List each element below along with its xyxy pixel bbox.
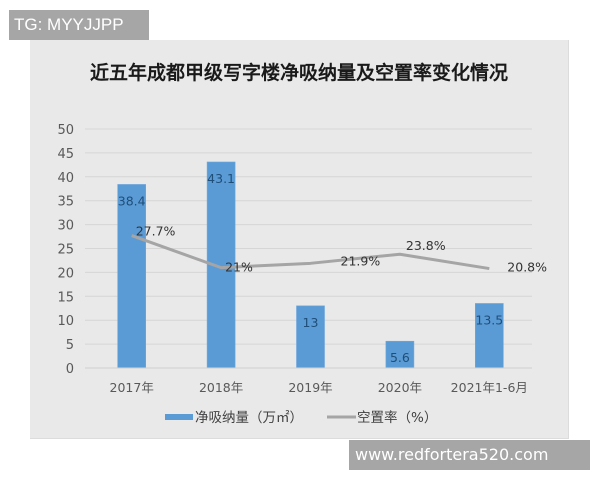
vacancy-rate-line xyxy=(131,234,490,271)
x-tick-label: 2018年 xyxy=(199,380,243,395)
legend-item-net-absorption: 净吸纳量（万㎡） xyxy=(165,410,303,426)
y-tick-label: 25 xyxy=(57,243,74,258)
y-tick-label: 45 xyxy=(57,147,74,162)
bar: 13.5 xyxy=(474,303,504,369)
y-tick-label: 35 xyxy=(57,195,74,210)
y-tick-label: 30 xyxy=(57,219,74,234)
chart-title: 近五年成都甲级写字楼净吸纳量及空置率变化情况 xyxy=(89,62,508,84)
y-tick-label: 5 xyxy=(66,338,74,353)
line-value-label: 21.9% xyxy=(341,253,381,268)
bar: 5.6 xyxy=(385,340,415,369)
svg-text:净吸纳量（万㎡）: 净吸纳量（万㎡） xyxy=(195,410,303,426)
y-tick-label: 40 xyxy=(57,171,74,186)
watermark-bottom-right: www.redfortera520.com xyxy=(349,440,590,470)
y-tick-label: 50 xyxy=(57,123,74,138)
svg-text:空置率（%）: 空置率（%） xyxy=(357,409,437,426)
bar-value-label: 13 xyxy=(303,315,319,330)
bar-value-label: 13.5 xyxy=(475,312,503,327)
line-value-label: 21% xyxy=(225,260,253,275)
y-axis: 0 5 10 15 20 25 30 35 40 45 50 xyxy=(57,123,74,377)
x-tick-label: 2021年1-6月 xyxy=(451,380,528,395)
line-value-label: 23.8% xyxy=(406,238,446,253)
line-series: 27.7% 21% 21.9% 23.8% 20.8% xyxy=(131,224,547,275)
y-tick-label: 15 xyxy=(57,290,74,305)
legend: 净吸纳量（万㎡） 空置率（%） xyxy=(165,409,437,426)
x-axis: 2017年 2018年 2019年 2020年 2021年1-6月 xyxy=(85,367,532,395)
y-tick-label: 20 xyxy=(57,266,74,281)
bar-value-label: 5.6 xyxy=(390,350,410,365)
bar: 13 xyxy=(296,305,325,369)
y-tick-label: 0 xyxy=(66,362,74,377)
x-tick-label: 2020年 xyxy=(378,380,422,395)
bar-value-label: 43.1 xyxy=(207,171,235,186)
line-value-label: 20.8% xyxy=(507,260,547,275)
y-tick-label: 10 xyxy=(57,314,74,329)
bar-value-label: 38.4 xyxy=(118,193,146,208)
line-value-label: 27.7% xyxy=(136,224,176,239)
legend-bar-swatch xyxy=(165,414,193,420)
x-tick-label: 2019年 xyxy=(288,380,332,395)
bar: 38.4 xyxy=(117,184,146,369)
watermark-top-left: TG: MYYJJPP xyxy=(9,10,149,40)
x-tick-label: 2017年 xyxy=(110,380,154,395)
legend-item-vacancy-rate: 空置率（%） xyxy=(327,409,437,426)
bar-series: 38.4 43.1 13 5.6 13.5 xyxy=(117,161,504,369)
